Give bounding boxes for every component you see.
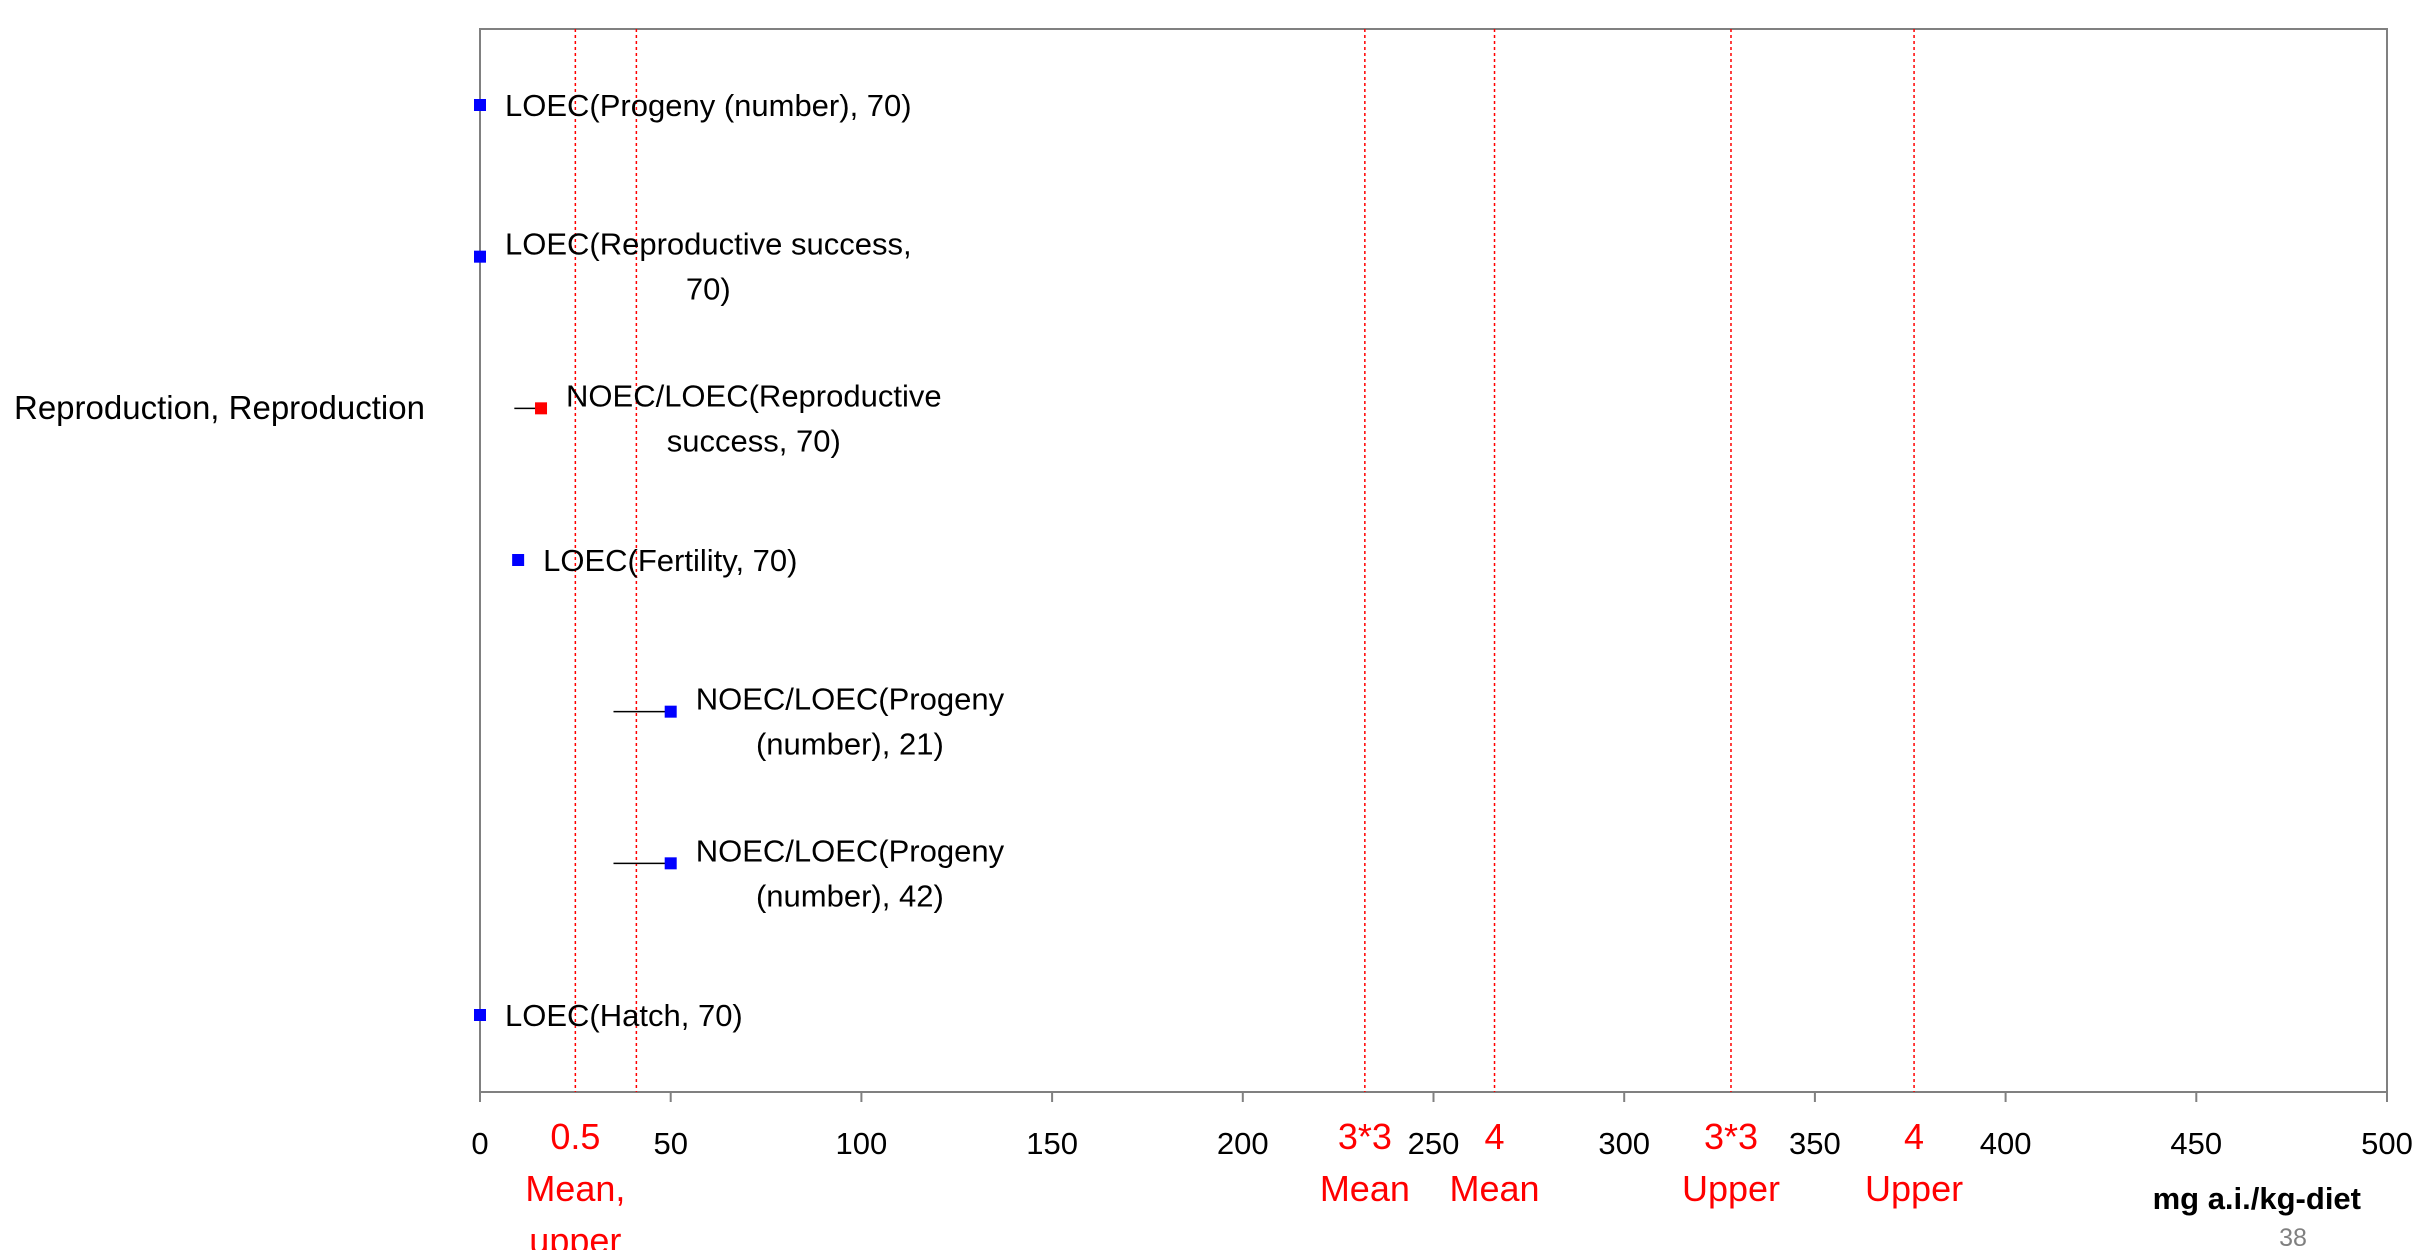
reference-line-label: 4 (1485, 1116, 1505, 1157)
data-point-group: LOEC(Hatch, 70) (474, 998, 743, 1033)
x-tick-label: 0 (471, 1126, 488, 1161)
reference-line-label: Mean, (525, 1168, 625, 1209)
data-point-marker (535, 402, 548, 415)
data-point-group: NOEC/LOEC(Progeny (number), 42) (613, 833, 1005, 913)
reference-line-label: Upper (1682, 1168, 1780, 1209)
data-point-label: NOEC/LOEC(Progeny (696, 833, 1005, 868)
reference-line-label: Mean (1320, 1168, 1410, 1209)
reference-labels-layer: 0.5 Mean, upper 3*3 Mean 4 Mean 3*3 Upper 4 Upper (525, 1116, 1963, 1255)
data-point-group: NOEC/LOEC(Progeny (number), 21) (613, 682, 1005, 762)
data-point-label: LOEC(Fertility, 70) (543, 543, 797, 578)
x-tick-label: 450 (2170, 1126, 2222, 1161)
category-label: Reproduction, Reproduction (14, 389, 425, 426)
data-point-marker (664, 857, 677, 870)
data-points-layer: LOEC(Progeny (number), 70) LOEC(Reproduct… (474, 88, 1005, 1033)
data-point-marker (512, 554, 525, 566)
reference-line-label: Upper (1865, 1168, 1963, 1209)
page-number: 38 (2279, 1224, 2307, 1250)
data-point-label: LOEC(Hatch, 70) (505, 998, 743, 1033)
x-tick-label: 200 (1217, 1126, 1269, 1161)
data-point-group: NOEC/LOEC(Reproductive success, 70) (514, 378, 942, 458)
data-point-label: (number), 21) (756, 727, 944, 762)
reference-line-label: 3*3 (1338, 1116, 1392, 1157)
data-point-label: NOEC/LOEC(Progeny (696, 682, 1005, 717)
x-tick-label: 250 (1408, 1126, 1460, 1161)
data-point-marker (474, 99, 486, 111)
x-tick-label: 150 (1026, 1126, 1078, 1161)
reference-line-label: upper (529, 1220, 621, 1250)
x-tick-label: 350 (1789, 1126, 1841, 1161)
reference-line-label: 0.5 (550, 1116, 600, 1157)
x-tick-label: 500 (2361, 1126, 2413, 1161)
x-axis-ticks-layer: 0 50 100 150 200 250 300 350 400 450 500 (471, 1092, 2413, 1161)
data-point-group: LOEC(Progeny (number), 70) (474, 88, 912, 123)
reference-line-label: 3*3 (1704, 1116, 1758, 1157)
x-tick-label: 300 (1598, 1126, 1650, 1161)
x-tick-label: 100 (836, 1126, 888, 1161)
data-point-marker (664, 705, 677, 718)
data-point-label: NOEC/LOEC(Reproductive (566, 378, 942, 413)
data-point-label: LOEC(Reproductive success, (505, 227, 912, 262)
data-point-label: success, 70) (667, 423, 841, 458)
x-axis-title: mg a.i./kg-diet (2153, 1181, 2361, 1216)
data-point-group: LOEC(Reproductive success, 70) (474, 227, 912, 307)
reference-line-label: Mean (1449, 1168, 1539, 1209)
data-point-marker (474, 1009, 486, 1021)
x-tick-label: 50 (653, 1126, 687, 1161)
data-point-marker (474, 250, 486, 263)
data-point-label: 70) (686, 272, 731, 307)
data-point-label: (number), 42) (756, 878, 944, 913)
data-point-group: LOEC(Fertility, 70) (512, 543, 797, 578)
data-point-label: LOEC(Progeny (number), 70) (505, 88, 912, 123)
x-tick-label: 400 (1980, 1126, 2032, 1161)
reference-line-label: 4 (1904, 1116, 1924, 1157)
